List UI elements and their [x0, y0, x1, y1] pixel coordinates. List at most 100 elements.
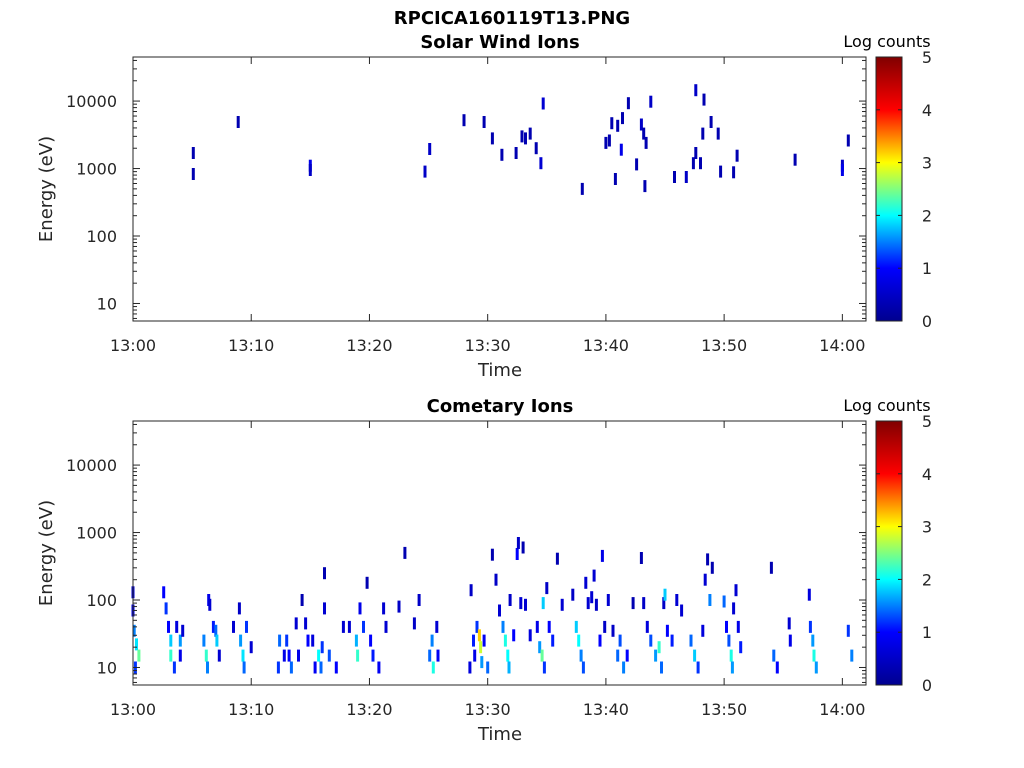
spectrogram-cell [626, 97, 630, 110]
spectrogram-cell [306, 634, 310, 647]
spectrogram-cell [622, 661, 626, 674]
colorbar: 0 1 2 3 4 5 Log counts [843, 32, 932, 331]
spectrogram-cell [300, 594, 304, 606]
spectrogram-cell [167, 620, 170, 633]
spectrogram-cell [639, 552, 643, 564]
spectrogram-cell [665, 624, 669, 637]
x-tick-label: 13:40 [583, 336, 629, 355]
spectrogram-cell [480, 656, 484, 669]
spectrogram-cell [635, 158, 639, 171]
spectrogram-cell [619, 143, 623, 156]
spectrogram-cell [524, 598, 527, 611]
spectrogram-cell [417, 594, 421, 606]
spectrogram-cell [503, 634, 507, 647]
spectrogram-cell [598, 634, 602, 647]
spectrogram-cells [191, 84, 850, 195]
spectrogram-cell [689, 634, 693, 647]
colorbar-tick-label: 0 [922, 676, 932, 695]
colorbar-tick-label: 4 [922, 101, 932, 120]
x-tick-label: 13:00 [110, 336, 156, 355]
panel-title: Cometary Ions [427, 396, 574, 417]
spectrogram-cell [508, 594, 512, 606]
spectrogram-cell [702, 93, 706, 106]
spectrogram-cell [606, 594, 610, 606]
spectrogram-cell [703, 573, 707, 586]
spectrogram-cell [699, 157, 702, 170]
spectrogram-cell [519, 597, 523, 610]
spectrogram-cell [428, 649, 432, 662]
spectrogram-cell [237, 602, 241, 615]
spectrogram-cell [472, 634, 475, 647]
spectrogram-cell [327, 649, 331, 662]
spectrogram-cell [369, 634, 373, 647]
spectrogram-cell [282, 649, 286, 662]
spectrogram-cell [473, 649, 477, 662]
spectrogram-cell [498, 604, 501, 617]
x-tick-label: 13:50 [701, 700, 747, 719]
spectrogram-cell [178, 634, 182, 647]
colorbar-tick-label: 0 [922, 312, 932, 331]
spectrogram-cell [730, 661, 734, 674]
spectrogram-cell [204, 649, 208, 662]
spectrogram-cell [616, 649, 620, 662]
spectrogram-cell [684, 171, 688, 183]
spectrogram-cell [701, 127, 705, 140]
plot-frame [132, 420, 867, 686]
spectrogram-cell [739, 641, 743, 654]
spectrogram-cell [625, 649, 629, 662]
spectrogram-cell [840, 164, 844, 176]
spectrogram-cell [735, 149, 739, 162]
spectrogram-cell [304, 617, 308, 630]
figure-title: RPCICA160119T13.PNG [393, 8, 631, 29]
spectrogram-cell [362, 620, 365, 633]
spectrogram-cell [594, 598, 598, 611]
spectrogram-cell [501, 620, 505, 633]
spectrogram-cell [423, 165, 427, 178]
spectrogram-cell [528, 629, 532, 642]
spectrogram-cell [580, 182, 584, 195]
spectrogram-cell [289, 661, 293, 674]
colorbar-tick-label: 2 [922, 206, 932, 225]
spectrogram-cell [812, 649, 816, 662]
spectrogram-cell [169, 634, 173, 647]
x-axis: 13:00 13:10 13:20 13:30 13:40 13:50 14:00 [110, 421, 865, 719]
spectrogram-cell [542, 661, 546, 674]
spectrogram-cell [814, 661, 818, 674]
colorbar-fill [875, 420, 903, 686]
spectrogram-cell [132, 624, 136, 637]
x-tick-label: 13:40 [583, 700, 629, 719]
spectrogram-cell [354, 634, 358, 647]
spectrogram-cell [377, 661, 381, 674]
spectrogram-cell [334, 661, 338, 674]
x-tick-label: 13:50 [701, 336, 747, 355]
spectrogram-cell [297, 649, 300, 662]
spectrogram-cell [551, 634, 555, 647]
spectrogram-cell [694, 84, 698, 97]
spectrogram-cell [294, 617, 298, 630]
spectrogram-cell [701, 624, 705, 637]
plot-frame [132, 56, 867, 322]
colorbar-tick-label: 4 [922, 465, 932, 484]
spectrogram-cell [788, 634, 792, 647]
spectrogram-cell [431, 661, 435, 674]
panel-solar-wind-ions: Solar Wind Ions 13:00 13:10 13:20 13:30 13:4… [36, 32, 932, 381]
spectrogram-cell [574, 620, 578, 633]
colorbar-tick-label: 5 [922, 48, 932, 67]
spectrogram-cell [175, 620, 179, 633]
spectrogram-cell [181, 624, 185, 637]
spectrogram-cell [540, 649, 544, 662]
spectrogram-cell [202, 634, 206, 647]
spectrogram-cell [287, 649, 291, 662]
spectrogram-cell [846, 624, 850, 637]
spectrogram-cell [603, 620, 607, 633]
spectrogram-cell [435, 620, 439, 633]
spectrogram-cell [600, 549, 604, 562]
spectrogram-cell [278, 634, 282, 647]
spectrogram-cell [579, 649, 583, 662]
y-tick-label: 10000 [66, 92, 117, 111]
y-tick-label: 100 [86, 227, 117, 246]
x-tick-label: 13:10 [228, 336, 274, 355]
spectrogram-cell [313, 661, 317, 674]
spectrogram-cell [571, 588, 575, 601]
spectrogram-cell [811, 634, 815, 647]
